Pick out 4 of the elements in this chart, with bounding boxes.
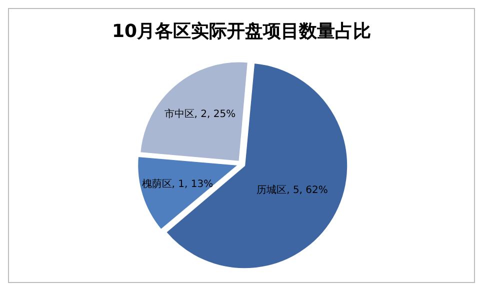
chart-title: 10月各区实际开盘项目数量占比 [110, 20, 372, 44]
slice-label: 市中区, 2, 25% [164, 108, 236, 120]
slice-label: 历城区, 5, 62% [256, 184, 328, 196]
slice-label: 槐荫区, 1, 13% [142, 178, 214, 190]
